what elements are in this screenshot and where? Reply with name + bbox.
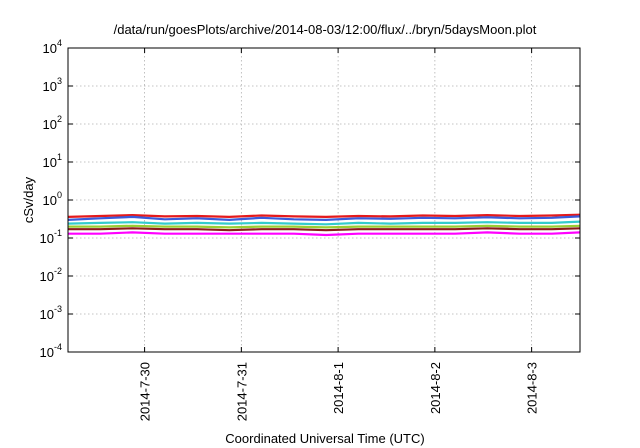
x-tick-label: 2014-7-31 xyxy=(234,362,249,421)
y-axis-label: cSv/day xyxy=(21,176,36,223)
series-line-6 xyxy=(68,231,581,237)
y-tick-label: 100 xyxy=(43,190,62,208)
x-tick-labels: 2014-7-30 2014-7-31 2014-8-1 2014-8-2 2014-8… xyxy=(138,362,540,421)
plot-frame xyxy=(67,47,581,353)
x-tick-label: 2014-8-3 xyxy=(525,362,540,414)
series-line-3 xyxy=(67,220,581,226)
y-tick-label: 101 xyxy=(43,152,62,170)
series-group xyxy=(67,213,581,237)
x-tick-label: 2014-8-2 xyxy=(428,362,443,414)
y-tick-label: 10-1 xyxy=(40,228,62,246)
y-tick-label: 103 xyxy=(43,76,62,94)
x-tick-label: 2014-8-1 xyxy=(331,362,346,414)
y-tick-label: 10-2 xyxy=(40,266,62,284)
axes xyxy=(67,47,581,353)
y-tick-labels: 10-4 10-3 10-2 10-1 100 101 102 103 104 xyxy=(40,38,62,360)
series-line-5 xyxy=(68,227,581,232)
x-axis-label: Coordinated Universal Time (UTC) xyxy=(225,431,424,446)
y-tick-label: 10-4 xyxy=(40,342,62,360)
series-line-2 xyxy=(67,215,581,221)
series-line-4 xyxy=(68,224,581,229)
y-tick-label: 104 xyxy=(43,38,62,56)
chart-title: /data/run/goesPlots/archive/2014-08-03/1… xyxy=(114,22,537,37)
x-tick-label: 2014-7-30 xyxy=(138,362,153,421)
y-tick-label: 10-3 xyxy=(40,304,62,322)
grid xyxy=(68,48,580,352)
series-line-1 xyxy=(67,213,581,218)
y-tick-label: 102 xyxy=(43,114,62,132)
